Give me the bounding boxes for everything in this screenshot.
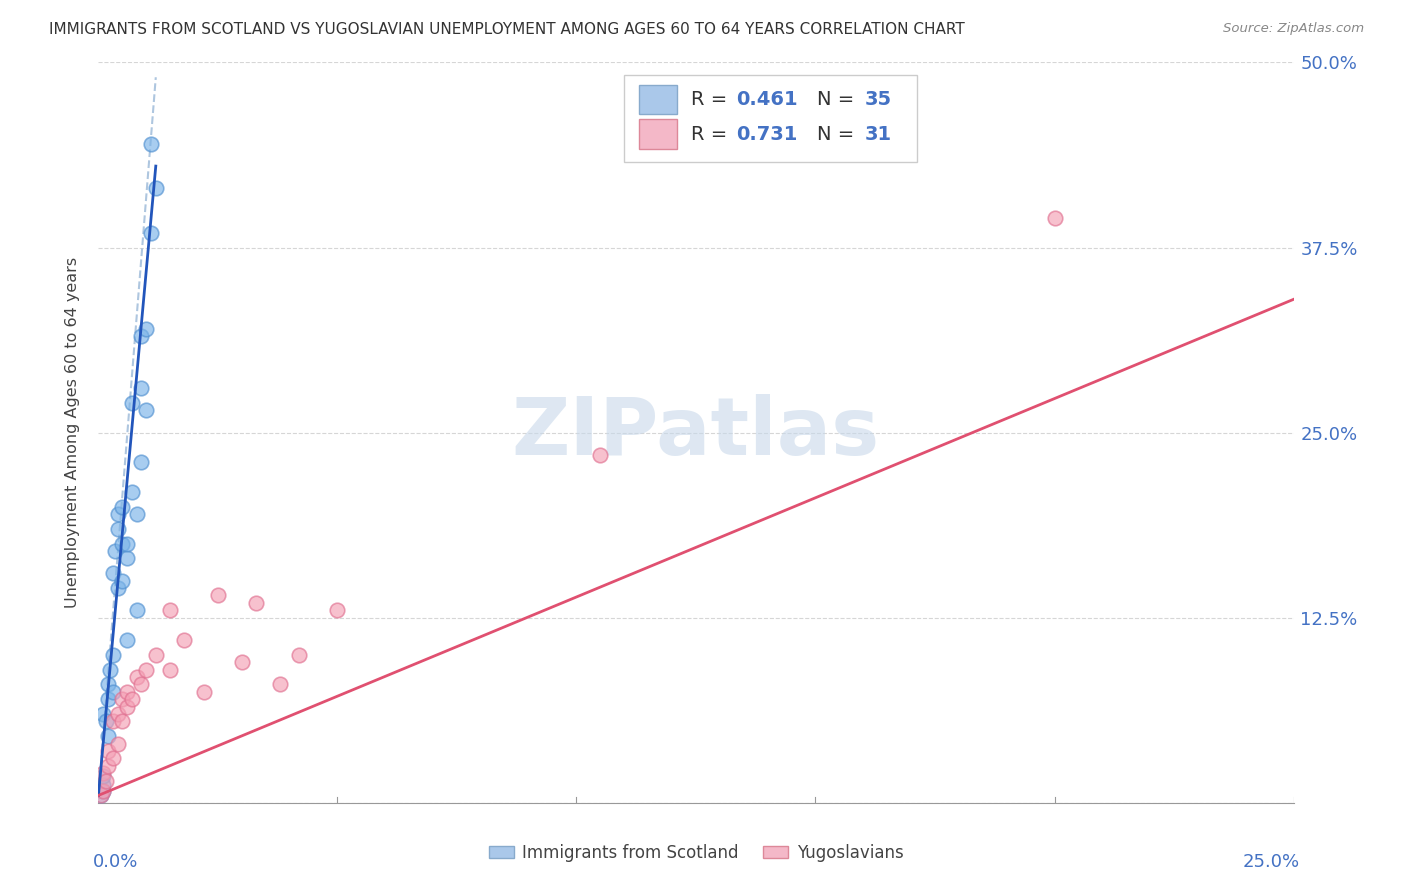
Point: [97, 729, 120, 743]
Point: [115, 551, 138, 566]
Point: [145, 648, 167, 662]
Point: [91, 778, 114, 792]
Y-axis label: Unemployment Among Ages 60 to 64 years: Unemployment Among Ages 60 to 64 years: [65, 257, 80, 608]
Point: [91, 784, 114, 798]
Text: 0.0%: 0.0%: [93, 853, 138, 871]
Point: [139, 226, 162, 240]
Point: [131, 381, 153, 395]
Point: [101, 751, 124, 765]
Point: [1043, 211, 1066, 225]
Point: [121, 396, 143, 410]
FancyBboxPatch shape: [624, 75, 917, 162]
Point: [145, 181, 167, 195]
Point: [139, 136, 162, 151]
Text: R =: R =: [692, 90, 734, 109]
Point: [91, 784, 114, 798]
Point: [97, 744, 120, 758]
Point: [207, 589, 229, 603]
Text: R =: R =: [692, 125, 734, 144]
Point: [115, 536, 138, 550]
Point: [111, 692, 134, 706]
Point: [115, 632, 138, 647]
Point: [159, 663, 181, 677]
Point: [97, 758, 120, 772]
Point: [101, 685, 124, 699]
Text: 35: 35: [865, 90, 891, 109]
Point: [159, 603, 181, 617]
Point: [91, 706, 114, 721]
Point: [111, 536, 134, 550]
Text: N =: N =: [817, 90, 860, 109]
Point: [94, 714, 117, 729]
Point: [135, 322, 157, 336]
Point: [115, 699, 138, 714]
FancyBboxPatch shape: [638, 120, 676, 149]
Point: [231, 655, 253, 669]
Text: IMMIGRANTS FROM SCOTLAND VS YUGOSLAVIAN UNEMPLOYMENT AMONG AGES 60 TO 64 YEARS C: IMMIGRANTS FROM SCOTLAND VS YUGOSLAVIAN …: [49, 22, 965, 37]
Point: [97, 692, 120, 706]
Point: [101, 714, 124, 729]
Point: [326, 603, 349, 617]
Point: [111, 714, 134, 729]
Legend: Immigrants from Scotland, Yugoslavians: Immigrants from Scotland, Yugoslavians: [482, 838, 910, 869]
Point: [131, 677, 153, 691]
Text: 0.461: 0.461: [737, 90, 799, 109]
Point: [193, 685, 215, 699]
Point: [101, 566, 124, 581]
Point: [135, 663, 157, 677]
Text: Source: ZipAtlas.com: Source: ZipAtlas.com: [1223, 22, 1364, 36]
Point: [115, 685, 138, 699]
Point: [90, 789, 112, 803]
Point: [98, 663, 122, 677]
Text: N =: N =: [817, 125, 860, 144]
Text: 31: 31: [865, 125, 891, 144]
Point: [97, 677, 120, 691]
Point: [121, 484, 143, 499]
Point: [91, 769, 114, 783]
Point: [107, 706, 129, 721]
Point: [104, 544, 127, 558]
Point: [101, 648, 124, 662]
Point: [107, 737, 129, 751]
Point: [125, 670, 148, 684]
Point: [107, 507, 129, 521]
Point: [245, 596, 267, 610]
Point: [173, 632, 195, 647]
Text: 25.0%: 25.0%: [1243, 853, 1299, 871]
Point: [111, 500, 134, 514]
Text: 0.731: 0.731: [737, 125, 799, 144]
Point: [107, 581, 129, 595]
FancyBboxPatch shape: [638, 85, 676, 114]
Point: [125, 507, 148, 521]
Point: [135, 403, 157, 417]
Point: [131, 455, 153, 469]
Point: [94, 773, 117, 788]
Point: [589, 448, 612, 462]
Text: ZIPatlas: ZIPatlas: [512, 393, 880, 472]
Point: [91, 766, 114, 780]
Point: [90, 789, 112, 803]
Point: [111, 574, 134, 588]
Point: [107, 522, 129, 536]
Point: [125, 603, 148, 617]
Point: [269, 677, 291, 691]
Point: [121, 692, 143, 706]
Point: [288, 648, 311, 662]
Point: [131, 329, 153, 343]
